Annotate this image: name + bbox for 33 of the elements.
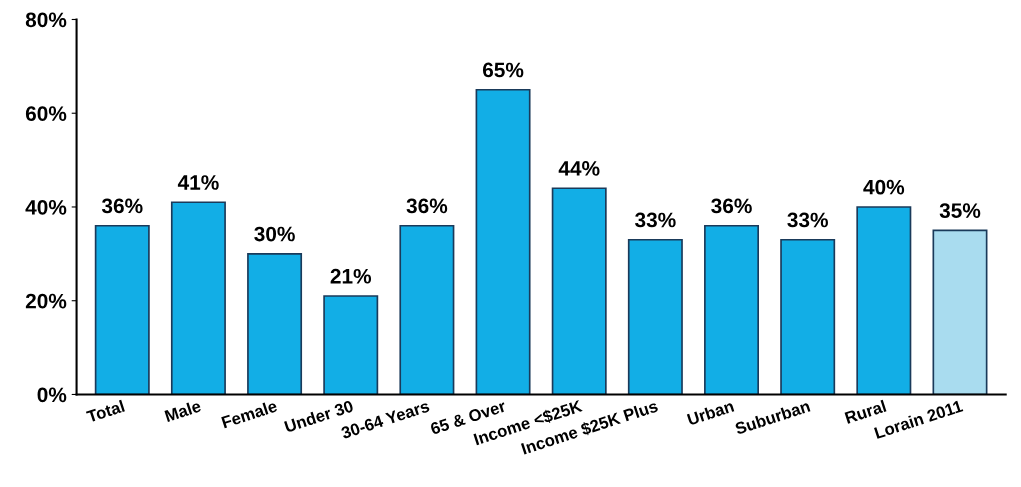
x-tick-label: Female: [221, 399, 278, 429]
data-label: 40%: [863, 179, 905, 195]
bar: [247, 253, 303, 395]
bar: [94, 224, 150, 395]
data-label: 21%: [330, 268, 372, 284]
x-tick-label: Male: [164, 399, 202, 423]
bar: [323, 295, 379, 395]
y-tick-label: 20%: [25, 293, 67, 309]
data-label: 30%: [254, 226, 295, 242]
y-tick-label: 80%: [25, 12, 67, 28]
data-label: 36%: [711, 198, 752, 214]
bar: [780, 238, 836, 395]
data-label: 36%: [101, 198, 143, 214]
bar: [170, 201, 226, 395]
data-label: 65%: [482, 62, 524, 78]
data-label: 35%: [939, 203, 981, 218]
y-tick-label: 0%: [37, 387, 67, 403]
data-label: 44%: [558, 161, 600, 176]
bar: [856, 206, 912, 395]
bar: [704, 224, 760, 395]
bar: [627, 238, 683, 395]
bar: [399, 224, 455, 395]
x-tick-label: Total: [85, 399, 125, 423]
y-tick-label: 40%: [25, 199, 67, 215]
y-tick-label: 60%: [25, 106, 67, 121]
data-label: 33%: [787, 212, 828, 228]
bar: [551, 187, 607, 395]
bar: [932, 229, 988, 395]
data-label: 36%: [406, 198, 448, 214]
data-label: 33%: [635, 212, 676, 228]
data-label: 41%: [177, 175, 219, 190]
x-tick-label: Urban: [686, 399, 735, 426]
bar: [475, 88, 531, 395]
